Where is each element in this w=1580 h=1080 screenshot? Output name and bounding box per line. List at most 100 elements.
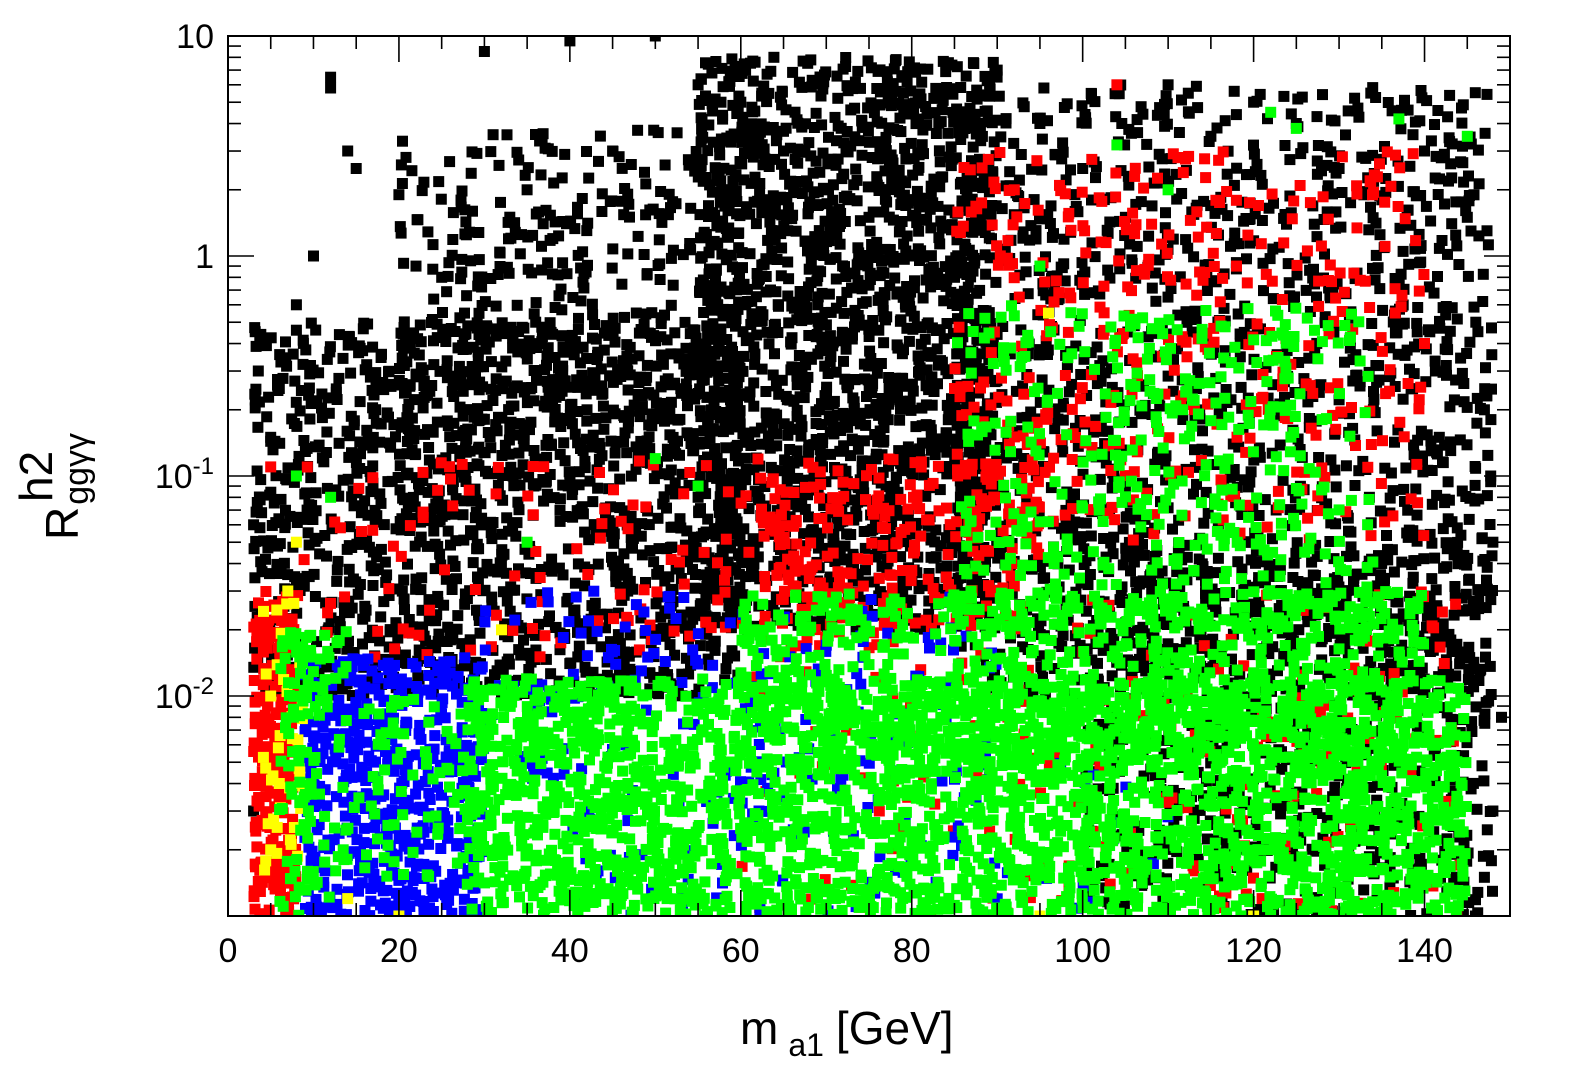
data-point xyxy=(1126,416,1138,428)
data-point xyxy=(880,137,891,149)
data-point xyxy=(812,542,824,554)
data-point xyxy=(812,186,824,198)
data-point xyxy=(568,676,580,688)
data-point xyxy=(355,507,367,519)
data-point xyxy=(1048,228,1059,240)
data-point xyxy=(725,406,737,418)
data-point xyxy=(628,399,640,411)
data-point xyxy=(581,353,593,364)
data-point xyxy=(796,119,808,131)
data-point xyxy=(1190,314,1202,325)
data-point xyxy=(1480,390,1492,402)
data-point xyxy=(708,564,720,576)
data-point xyxy=(563,466,575,478)
data-point xyxy=(934,324,946,336)
data-point xyxy=(261,411,273,423)
data-point xyxy=(873,590,885,602)
data-point xyxy=(1366,318,1378,329)
data-point xyxy=(789,106,801,118)
data-point xyxy=(1455,529,1467,541)
data-point xyxy=(1440,360,1452,371)
data-point xyxy=(554,644,566,656)
data-point xyxy=(930,524,942,536)
data-point xyxy=(1408,449,1420,461)
data-point xyxy=(653,234,665,246)
data-point xyxy=(696,113,708,125)
data-point xyxy=(748,464,760,476)
data-point xyxy=(1481,490,1493,502)
data-point xyxy=(850,624,862,636)
data-point xyxy=(916,623,928,634)
data-point xyxy=(576,369,588,381)
data-point xyxy=(501,129,513,141)
data-point xyxy=(783,317,795,329)
data-point xyxy=(517,459,529,471)
data-point xyxy=(702,513,714,525)
data-point xyxy=(737,589,749,601)
data-point xyxy=(557,569,569,581)
data-point xyxy=(523,335,535,347)
data-point xyxy=(1182,539,1194,551)
data-point xyxy=(413,484,425,496)
data-point xyxy=(344,521,356,533)
data-point xyxy=(982,116,994,128)
data-point xyxy=(714,149,726,161)
data-point xyxy=(662,373,674,385)
data-point xyxy=(367,546,379,558)
data-point xyxy=(797,576,809,588)
data-point xyxy=(1439,343,1451,355)
data-point xyxy=(955,267,967,279)
data-point xyxy=(1246,649,1258,661)
data-point xyxy=(907,98,919,110)
data-point xyxy=(1149,551,1161,562)
data-point xyxy=(754,178,766,189)
data-point xyxy=(715,323,727,335)
data-point xyxy=(765,65,777,77)
data-point xyxy=(641,269,653,281)
data-point xyxy=(500,375,512,387)
data-point xyxy=(477,381,489,393)
data-point xyxy=(362,433,374,445)
data-point xyxy=(874,142,886,154)
data-point xyxy=(1463,513,1475,525)
data-point xyxy=(518,440,530,452)
data-point xyxy=(454,401,466,413)
data-point xyxy=(311,636,322,648)
data-point xyxy=(863,279,875,291)
data-point xyxy=(882,254,894,266)
data-point xyxy=(397,492,409,504)
data-point xyxy=(582,259,593,271)
data-point xyxy=(688,444,700,456)
data-point xyxy=(920,490,932,502)
data-point xyxy=(416,185,428,197)
data-point xyxy=(726,261,738,273)
data-point xyxy=(1253,510,1265,521)
data-point xyxy=(684,243,696,255)
data-point xyxy=(722,652,733,664)
data-point xyxy=(695,73,707,85)
data-point xyxy=(404,513,416,524)
data-point xyxy=(1036,374,1048,386)
data-point xyxy=(784,466,796,478)
data-point xyxy=(863,136,875,148)
data-point xyxy=(925,281,937,293)
data-point xyxy=(365,560,377,572)
data-point xyxy=(407,491,419,503)
data-point xyxy=(816,419,828,430)
data-point xyxy=(542,381,554,393)
data-point xyxy=(462,462,474,473)
data-point xyxy=(429,538,441,550)
data-point xyxy=(890,471,902,483)
data-point xyxy=(521,353,533,365)
data-point xyxy=(509,226,521,238)
data-point xyxy=(724,384,735,396)
data-point xyxy=(714,141,725,153)
data-point xyxy=(703,200,714,212)
data-point xyxy=(401,436,413,447)
data-point xyxy=(528,395,540,407)
data-point xyxy=(958,485,969,497)
data-point xyxy=(503,267,515,279)
data-point xyxy=(895,199,907,211)
data-point xyxy=(970,373,982,385)
data-point xyxy=(772,327,784,338)
